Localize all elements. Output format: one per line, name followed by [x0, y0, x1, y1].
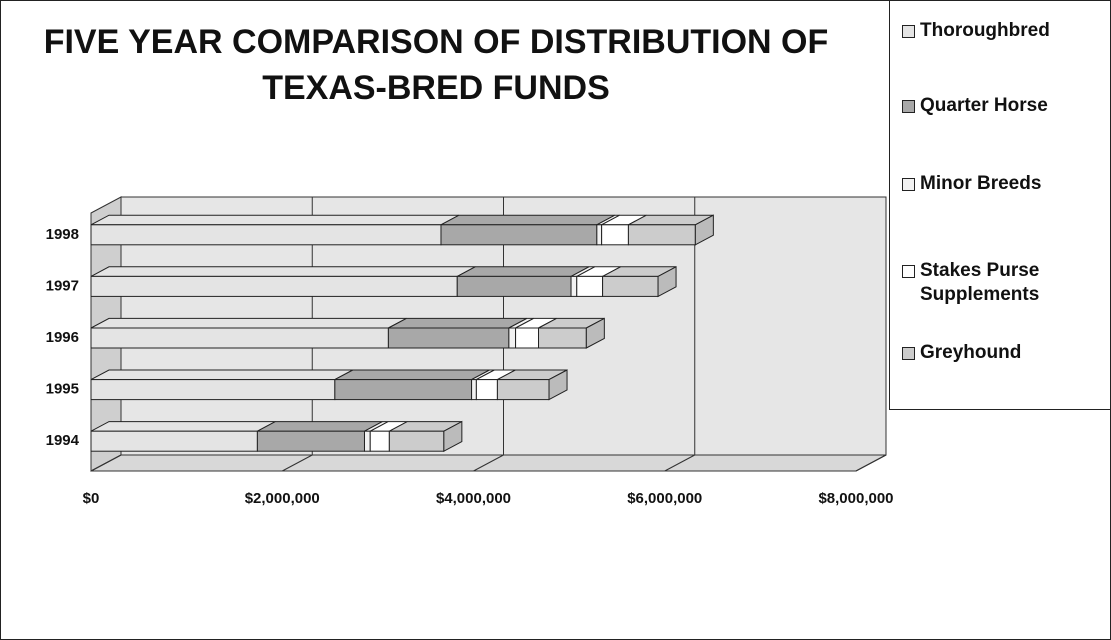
grid-line	[855, 454, 887, 472]
bar-front	[440, 224, 598, 246]
bar-segment	[440, 214, 616, 246]
y-tick-label: 1994	[46, 432, 80, 449]
chart-title: FIVE YEAR COMPARISON OF DISTRIBUTION OF …	[43, 23, 829, 107]
legend-item: Minor Breeds	[902, 172, 1107, 196]
bar-end	[548, 369, 568, 401]
bar-front	[363, 430, 371, 452]
bar-front	[471, 379, 477, 401]
bar-front	[456, 275, 572, 297]
bar-end	[657, 265, 677, 298]
legend-label: Greyhound	[920, 342, 1022, 363]
bar-front	[90, 430, 258, 452]
bar-top	[90, 421, 276, 432]
grid-line	[282, 454, 313, 472]
bar-front	[596, 224, 603, 246]
x-tick-label: $0	[83, 490, 100, 507]
bar-segment	[387, 317, 528, 349]
bar-top	[440, 214, 616, 226]
y-tick-label: 1996	[46, 329, 79, 346]
grid-line	[473, 454, 504, 472]
bar-segment	[90, 421, 276, 452]
bar-top	[388, 317, 528, 329]
bar-segment	[90, 214, 460, 246]
x-tick-label: $4,000,000	[436, 490, 511, 507]
bar-front	[90, 379, 336, 401]
bar-front	[627, 224, 696, 246]
bar-segment	[456, 266, 590, 297]
y-tick-label: 1998	[46, 226, 79, 243]
legend-item: Thoroughbred	[902, 19, 1107, 43]
bar-segment	[369, 421, 408, 452]
bar-front	[256, 430, 365, 452]
bar-front	[90, 275, 458, 297]
bar-front	[334, 379, 473, 401]
bar-front	[369, 430, 390, 452]
bar-front	[496, 379, 550, 401]
bar-front	[388, 430, 445, 452]
bar-segment	[90, 317, 407, 349]
bar-top	[457, 266, 590, 277]
bar-top	[90, 214, 460, 226]
legend: Thoroughbred Quarter Horse Minor Breeds Sta…	[889, 1, 1110, 410]
bar-front	[90, 224, 442, 246]
y-tick-label: 1997	[46, 277, 79, 294]
bar-top	[90, 266, 476, 277]
bar-segment	[496, 369, 568, 401]
bar-front	[601, 224, 629, 246]
bar-end	[443, 420, 463, 453]
legend-swatch	[902, 347, 915, 360]
bar-front	[602, 275, 659, 297]
grid-line	[664, 454, 695, 472]
bar-front	[538, 327, 587, 349]
bar-top	[257, 421, 383, 432]
bar-segment	[90, 266, 476, 297]
legend-label: Stakes Purse Supplements	[920, 260, 1040, 305]
bar-front	[570, 275, 578, 297]
bar-segment	[334, 369, 490, 401]
bar-front	[508, 327, 517, 349]
legend-label: Thoroughbred	[920, 20, 1050, 41]
bar-top	[90, 317, 407, 329]
bar-front	[576, 275, 604, 297]
x-tick-label: $6,000,000	[627, 490, 702, 507]
legend-swatch	[902, 100, 915, 113]
bar-segment	[256, 421, 383, 452]
legend-label: Quarter Horse	[920, 95, 1048, 116]
bar-end	[585, 317, 605, 349]
y-tick-label: 1995	[46, 381, 79, 398]
bar-segment	[388, 420, 463, 453]
legend-item: Quarter Horse	[902, 94, 1107, 118]
bar-front	[515, 327, 540, 349]
legend-swatch	[902, 265, 915, 278]
bar-front	[90, 327, 389, 349]
bar-front	[387, 327, 510, 349]
bar-segment	[538, 317, 605, 349]
legend-item: Stakes Purse Supplements	[902, 259, 1107, 307]
grid-line	[90, 454, 122, 472]
x-tick-label: $8,000,000	[818, 490, 893, 507]
legend-item: Greyhound	[902, 341, 1107, 365]
bar-top	[90, 369, 354, 381]
legend-swatch	[902, 178, 915, 191]
x-tick-label: $2,000,000	[245, 490, 320, 507]
bar-segment	[90, 369, 354, 401]
bar-segment	[627, 214, 714, 246]
bar-segment	[602, 265, 677, 298]
legend-swatch	[902, 25, 915, 38]
legend-label: Minor Breeds	[920, 173, 1042, 194]
bar-end	[694, 214, 714, 246]
bar-top	[334, 369, 490, 381]
bar-front	[475, 379, 498, 401]
